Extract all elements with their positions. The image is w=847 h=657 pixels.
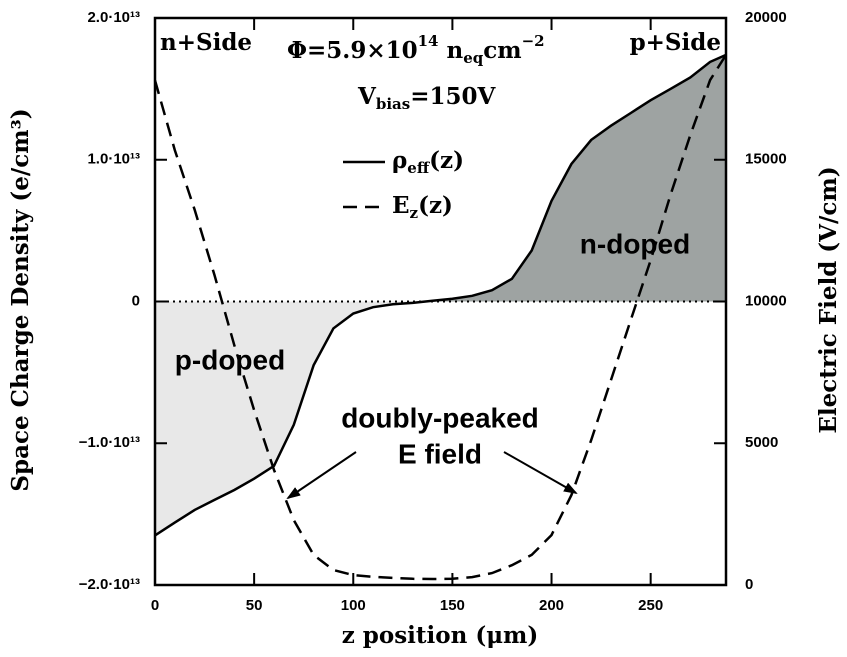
legend-label-part: z bbox=[410, 204, 419, 222]
y2-axis-title: Electric Field (V/cm) bbox=[815, 166, 842, 433]
area-fill bbox=[155, 301, 726, 536]
p-doped-label: p-doped bbox=[175, 344, 285, 375]
bias-label: Vbias=150V bbox=[357, 83, 497, 113]
area-fill bbox=[155, 54, 726, 302]
n-doped-label: n-doped bbox=[580, 228, 690, 259]
annotation: E field bbox=[398, 438, 482, 469]
x-tick-label: 0 bbox=[151, 597, 159, 614]
fluence-label: Φ=5.9×1014 neqcm−2 bbox=[287, 32, 545, 67]
legend-label-part: E bbox=[392, 192, 410, 219]
y2-tick-label: 5000 bbox=[745, 434, 778, 451]
x-tick-label: 50 bbox=[246, 597, 263, 614]
legend-label-part: (z) bbox=[429, 147, 464, 174]
y-tick-label: 2.0·10¹³ bbox=[87, 9, 140, 26]
legend-label: Ez(z) bbox=[392, 192, 453, 222]
annotation: doubly-peaked bbox=[341, 402, 539, 433]
y-tick-label: −2.0·10¹³ bbox=[79, 576, 140, 593]
x-tick-label: 150 bbox=[440, 597, 465, 614]
y2-tick-label: 10000 bbox=[745, 292, 787, 309]
legend-label-part: eff bbox=[407, 159, 431, 177]
bias-part: =150V bbox=[410, 83, 496, 110]
x-axis-title: z position (μm) bbox=[342, 622, 539, 649]
y2-tick-label: 15000 bbox=[745, 151, 787, 168]
fluence-part: Φ=5.9×10 bbox=[287, 37, 418, 64]
fluence-part: n bbox=[438, 37, 463, 64]
legend-label: ρeff(z) bbox=[392, 147, 464, 177]
arrow bbox=[503, 451, 578, 494]
y-tick-label: 0 bbox=[132, 292, 140, 309]
legend-label-part: (z) bbox=[418, 192, 453, 219]
legend-label-part: ρ bbox=[392, 147, 407, 174]
fluence-part: cm bbox=[483, 37, 521, 64]
series-line bbox=[154, 53, 727, 537]
y-tick-label: −1.0·10¹³ bbox=[79, 434, 140, 451]
fluence-part: eq bbox=[463, 49, 484, 67]
y2-tick-label: 20000 bbox=[745, 9, 787, 26]
y2-tick-label: 0 bbox=[745, 576, 753, 593]
y-tick-label: 1.0·10¹³ bbox=[87, 151, 140, 168]
x-tick-label: 250 bbox=[638, 597, 663, 614]
bias-part: V bbox=[357, 83, 377, 110]
fluence-part: −2 bbox=[522, 32, 545, 50]
bias-part: bias bbox=[376, 95, 410, 113]
left-side-label: n+Side bbox=[160, 29, 252, 56]
y-axis-title: Space Charge Density (e/cm³) bbox=[7, 108, 34, 491]
series-line bbox=[153, 54, 728, 581]
x-tick-label: 200 bbox=[539, 597, 564, 614]
x-tick-label: 100 bbox=[341, 597, 366, 614]
right-side-label: p+Side bbox=[630, 29, 721, 56]
fluence-part: 14 bbox=[418, 32, 439, 50]
arrow bbox=[286, 451, 357, 500]
